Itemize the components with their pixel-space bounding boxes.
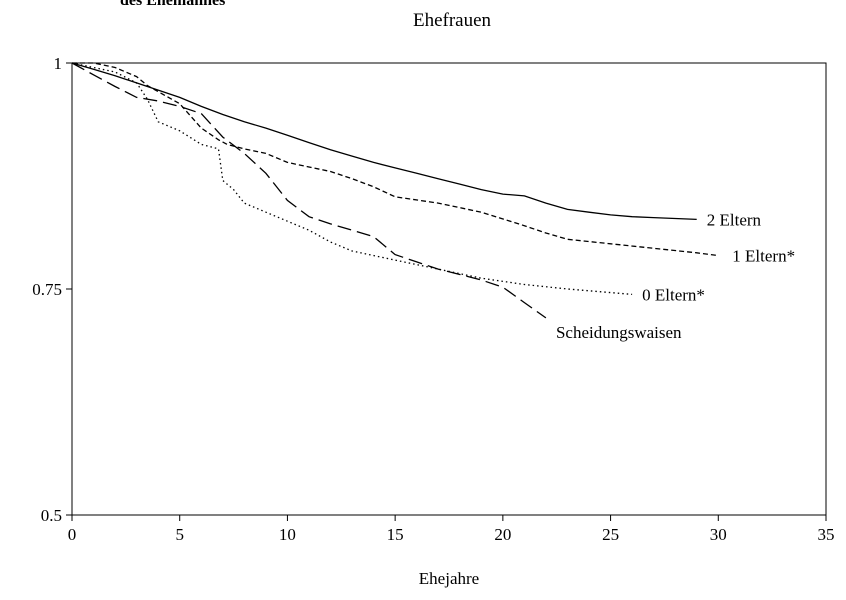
series-line-2 xyxy=(72,62,719,257)
y-tick-label: 0.5 xyxy=(41,506,62,525)
series-labels: 2 Eltern 1 Eltern* 0 Eltern* Scheidungswais… xyxy=(556,210,795,342)
series-line-1 xyxy=(71,62,697,221)
series-line-4 xyxy=(71,62,547,319)
plot-frame xyxy=(71,62,827,516)
x-tick-label: 20 xyxy=(494,525,511,544)
x-axis-ticks: 0 5 10 15 20 25 30 35 xyxy=(68,515,835,544)
x-tick-label: 0 xyxy=(68,525,77,544)
series-label-3: 0 Eltern* xyxy=(642,285,705,304)
series-line-3 xyxy=(71,62,633,296)
x-tick-label: 15 xyxy=(387,525,404,544)
x-axis-title: Ehejahre xyxy=(419,569,479,588)
x-tick-label: 30 xyxy=(710,525,727,544)
x-tick-label: 10 xyxy=(279,525,296,544)
series-label-4: Scheidungswaisen xyxy=(556,323,682,342)
header-fragment: des Ehemannes xyxy=(120,0,226,9)
y-tick-label: 1 xyxy=(54,54,63,73)
chart-title: Ehefrauen xyxy=(413,10,492,31)
series-group xyxy=(71,62,719,319)
y-axis-ticks: 0.5 0.75 1 xyxy=(32,54,72,525)
series-label-2: 1 Eltern* xyxy=(732,247,795,266)
x-tick-label: 35 xyxy=(818,525,835,544)
series-label-1: 2 Eltern xyxy=(707,210,762,229)
y-tick-label: 0.75 xyxy=(32,280,62,299)
x-tick-label: 25 xyxy=(602,525,619,544)
x-tick-label: 5 xyxy=(175,525,184,544)
